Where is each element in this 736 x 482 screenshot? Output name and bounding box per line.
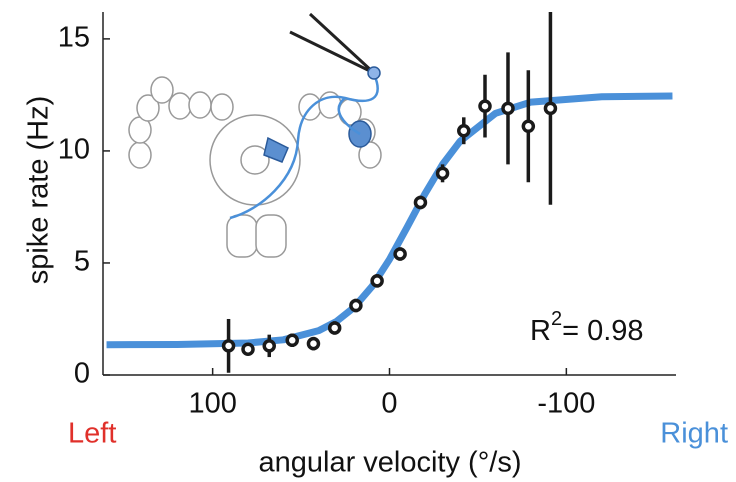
data-point [306, 336, 321, 351]
data-point [241, 342, 255, 356]
data-point [413, 195, 428, 210]
data-point [327, 321, 342, 335]
y-axis-label: spike rate (Hz) [23, 96, 55, 285]
annotation: R2= 0.98 [530, 308, 644, 346]
right-label: Right [660, 418, 728, 450]
y-tick-label: 15 [58, 22, 90, 54]
data-point [457, 124, 471, 138]
data-point [221, 339, 236, 353]
fit-line [106, 92, 673, 349]
data-point [478, 99, 492, 113]
data-point [370, 274, 384, 288]
y-tick-label: 10 [58, 134, 90, 166]
annotation-text: = 0.98 [562, 315, 643, 347]
x-tick-label: 0 [381, 388, 397, 420]
x-tick-label: -100 [537, 388, 595, 420]
data-point [285, 333, 299, 348]
x-tick-label: 100 [188, 388, 236, 420]
data-point [543, 101, 558, 116]
data-point [435, 166, 450, 181]
data-point [262, 339, 276, 353]
data-point [521, 119, 536, 134]
annotation-sup: 2 [551, 308, 562, 330]
annotation-base: R [530, 315, 551, 347]
data-point [501, 101, 515, 116]
left-label: Left [68, 418, 116, 450]
y-tick-label: 5 [74, 246, 90, 278]
data-point [349, 298, 363, 313]
x-axis-label: angular velocity (°/s) [258, 447, 521, 479]
fly-diagram [128, 12, 382, 258]
y-tick-label: 0 [74, 358, 90, 390]
data-point [393, 247, 407, 261]
